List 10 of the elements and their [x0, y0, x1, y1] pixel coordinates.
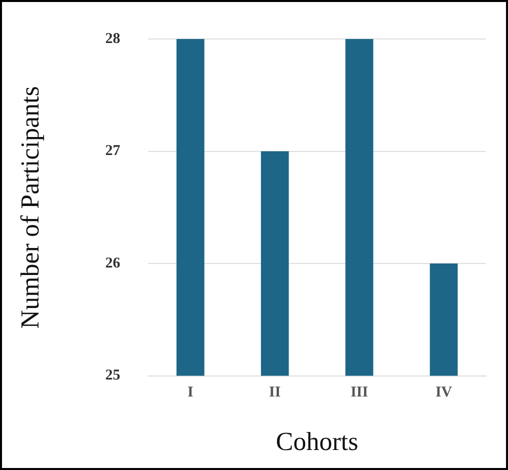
x-tick-label: II: [269, 384, 281, 401]
y-tick-label: 25: [105, 368, 120, 384]
x-tick-label: I: [188, 384, 194, 401]
y-tick-label: 27: [105, 143, 121, 160]
y-tick-label: 26: [105, 255, 121, 272]
y-tick-label: 28: [105, 30, 120, 47]
x-tick-label: IV: [435, 384, 452, 401]
x-tick-label: III: [350, 384, 368, 401]
x-axis-title: Cohorts: [276, 427, 358, 456]
y-axis-title: Number of Participants: [15, 86, 44, 329]
